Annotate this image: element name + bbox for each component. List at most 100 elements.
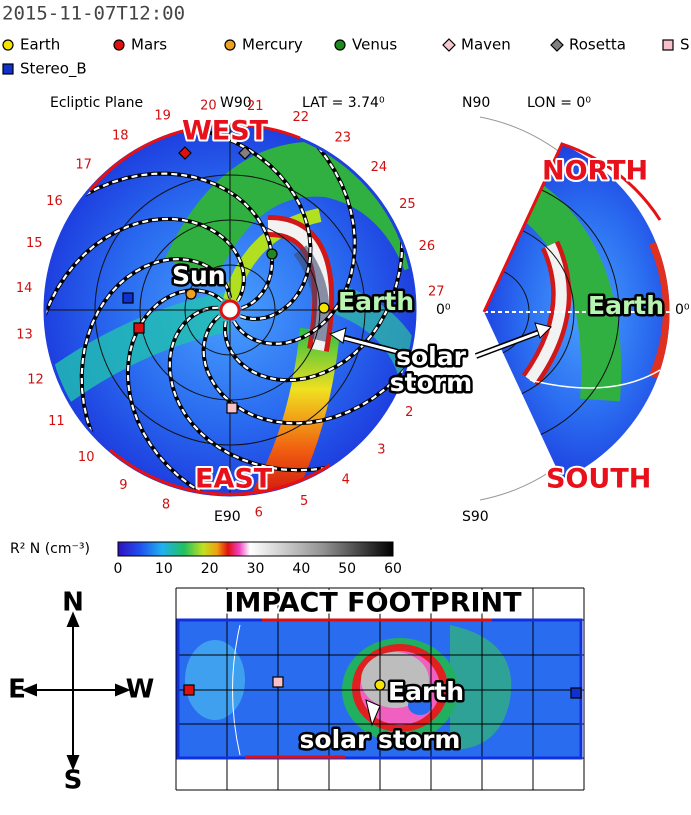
arrowhead (534, 322, 552, 339)
angle-label: 14 (16, 281, 33, 296)
marker (2, 63, 14, 75)
angle-label: 24 (371, 160, 388, 175)
marker (133, 322, 145, 334)
angle-label: 15 (26, 236, 43, 251)
south-label: SOUTH (546, 464, 651, 495)
compass-n: N (62, 588, 84, 618)
compass-s: S (64, 766, 83, 796)
marker (2, 39, 14, 51)
field-line (55, 172, 274, 310)
marker (662, 39, 674, 51)
angle-label: 10 (78, 450, 95, 465)
arrow (475, 329, 544, 358)
angle-label: 13 (16, 327, 33, 342)
east-label: EAST (195, 464, 273, 495)
panel-title: Ecliptic Plane (50, 95, 143, 111)
angle-label: 20 (200, 99, 217, 114)
marker (318, 302, 330, 314)
arrow (339, 335, 399, 354)
top-label: N90 (462, 95, 490, 111)
legend-label: Venus (352, 36, 397, 54)
marker (113, 39, 125, 51)
angle-label: 11 (48, 414, 65, 429)
bottom-label: E90 (214, 509, 241, 525)
marker (224, 39, 236, 51)
field-line (168, 306, 361, 472)
marker (178, 146, 192, 160)
marker (183, 684, 195, 696)
marker (334, 39, 346, 51)
angle-label: 19 (154, 109, 171, 124)
legend-label: S (680, 36, 690, 54)
angle-label: 22 (293, 110, 310, 125)
north-label: NORTH (542, 156, 648, 187)
marker (374, 679, 386, 691)
angle-label: 21 (247, 99, 264, 114)
marker (550, 38, 564, 52)
arrowhead (365, 699, 381, 727)
earth-label: Earth (588, 291, 664, 320)
colorbar-tick: 0 (114, 561, 123, 577)
colorbar-tick: 40 (292, 561, 310, 577)
colorbar-tick: 50 (338, 561, 356, 577)
legend-label: Mercury (242, 36, 303, 54)
lat-label: LAT = 3.74⁰ (302, 95, 385, 111)
field-line (80, 257, 232, 465)
angle-label: 17 (75, 158, 92, 173)
field-line (202, 314, 415, 425)
storm-label: storm (390, 368, 472, 397)
angle-label: 12 (27, 373, 44, 388)
earth-label: Earth (338, 287, 414, 316)
colorbar-tick: 20 (201, 561, 219, 577)
compass-e: E (8, 675, 26, 705)
marker (226, 402, 238, 414)
footprint-title: IMPACT FOOTPRINT (224, 588, 522, 619)
arrowhead (328, 327, 347, 344)
colorbar (117, 541, 394, 557)
marker (238, 146, 252, 160)
angle-label: 27 (428, 285, 445, 300)
angle-label: 9 (119, 478, 127, 493)
angle-label: 26 (419, 239, 436, 254)
angle-label: 2 (405, 405, 413, 420)
marker (122, 292, 134, 304)
timestamp: 2015-11-07T12:00 (2, 3, 185, 25)
border-arc (109, 448, 331, 496)
west-label: WEST (182, 116, 269, 147)
top-label: W90 (220, 95, 252, 111)
angle-label: 8 (162, 497, 170, 512)
lon-label: LON = 0⁰ (527, 95, 591, 111)
legend-label: Earth (20, 36, 60, 54)
legend: Earth Mars Mercury Venus Maven Rosetta S Stereo… (2, 36, 690, 79)
marker (272, 676, 284, 688)
zero-label: 0⁰ (436, 302, 451, 318)
angle-label: 3 (377, 442, 385, 457)
storm-label: solar storm (300, 725, 461, 754)
angle-label: 16 (46, 194, 63, 209)
sun-label: Sun (172, 261, 226, 290)
field-line (45, 217, 245, 349)
legend-label: Maven (461, 36, 511, 54)
colorbar-tick: 60 (384, 561, 402, 577)
marker (266, 248, 278, 260)
marker (442, 38, 456, 52)
earth-label: Earth (388, 677, 464, 706)
marker (570, 687, 582, 699)
field-line (223, 207, 404, 382)
angle-label: 4 (342, 472, 350, 487)
colorbar-tick: 30 (247, 561, 265, 577)
zero-label: 0⁰ (675, 302, 690, 318)
compass (21, 611, 131, 771)
legend-label: Stereo_B (20, 60, 87, 79)
border (482, 142, 662, 313)
field-line (158, 125, 312, 321)
angle-label: 23 (334, 131, 351, 146)
angle-label: 5 (300, 494, 308, 509)
angle-label: 6 (255, 506, 263, 521)
storm-label: solar (396, 342, 466, 371)
bottom-label: S90 (462, 509, 489, 525)
border-arc (88, 123, 301, 191)
colorbar-tick: 10 (155, 561, 173, 577)
